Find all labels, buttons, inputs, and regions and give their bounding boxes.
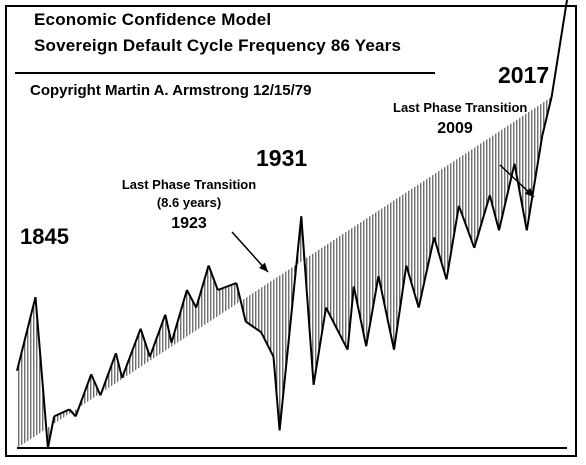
confidence-wave-segment: [550, 0, 568, 98]
confidence-wave-segment: [121, 328, 142, 379]
confidence-wave-segment: [417, 237, 436, 308]
peak-label-1845: 1845: [20, 224, 69, 249]
phase-transition-duration: (8.6 years): [156, 195, 222, 210]
confidence-wave-segment: [405, 265, 420, 308]
confidence-wave-segment: [99, 352, 117, 396]
confidence-wave-segment: [473, 195, 491, 249]
confidence-wave-segment: [68, 408, 77, 418]
phase-transition-year: 1923: [171, 215, 207, 232]
confidence-wave-segment: [74, 373, 93, 417]
confidence-wave-segment: [195, 265, 210, 308]
confidence-wave-segment: [445, 205, 460, 280]
confidence-wave-segment: [34, 297, 49, 449]
confidence-wave-segment: [53, 408, 70, 418]
confidence-wave-segment: [46, 416, 56, 449]
confidence-wave-segment: [139, 328, 151, 358]
confidence-wave-segment: [377, 275, 395, 350]
copyright-notice: Copyright Martin A. Armstrong 12/15/79: [30, 82, 312, 99]
confidence-wave-segment: [352, 286, 368, 347]
phase-transition-year: 2009: [437, 120, 473, 137]
confidence-wave-segment: [114, 352, 124, 379]
peak-label-2017: 2017: [498, 62, 550, 88]
confidence-wave-segment: [217, 282, 237, 291]
confidence-wave-segment: [260, 331, 275, 358]
confidence-wave-segment: [148, 314, 167, 358]
confidence-wave-segment: [164, 314, 173, 343]
confidence-wave-segment: [346, 286, 355, 350]
confidence-wave-segment: [513, 163, 528, 231]
phase-transition-label: Last Phase Transition: [121, 177, 257, 192]
chart-subtitle: Sovereign Default Cycle Frequency 86 Yea…: [34, 36, 402, 55]
confidence-wave-segment: [325, 307, 349, 351]
confidence-wave-segment: [300, 216, 315, 385]
chart-frame: [5, 5, 577, 457]
confidence-wave-segment: [245, 320, 262, 334]
confidence-wave-segment: [207, 265, 219, 291]
confidence-wave-segment: [457, 205, 476, 249]
confidence-wave-segment: [365, 275, 380, 347]
phase-transition-label: Last Phase Transition: [393, 100, 528, 115]
title-divider: [15, 72, 435, 74]
confidence-wave-segment: [278, 216, 303, 431]
confidence-wave-segment: [170, 289, 188, 343]
arrow-2009-icon: [499, 164, 535, 198]
confidence-wave-segment: [541, 96, 553, 136]
confidence-wave-segment: [393, 265, 408, 350]
confidence-wave-segment: [90, 373, 102, 396]
confidence-wave-segment: [433, 237, 448, 280]
confidence-wave-segment: [235, 282, 247, 322]
confidence-wave-segment: [312, 307, 327, 385]
confidence-area: [17, 97, 552, 448]
phase-transition-1923: Last Phase Transition (8.6 years) 1923: [113, 176, 265, 233]
confidence-wave-segment: [16, 296, 37, 372]
confidence-wave-segment: [186, 289, 198, 309]
confidence-wave-segment: [498, 163, 516, 231]
chart-title: Economic Confidence Model: [34, 10, 272, 29]
arrow-1923-icon: [231, 231, 269, 273]
confidence-wave-segment: [488, 195, 500, 231]
confidence-wave-segment: [272, 356, 281, 431]
phase-transition-2009: Last Phase Transition 2009: [393, 99, 527, 138]
peak-label-1931: 1931: [256, 145, 308, 171]
confidence-wave-segment: [525, 135, 544, 231]
